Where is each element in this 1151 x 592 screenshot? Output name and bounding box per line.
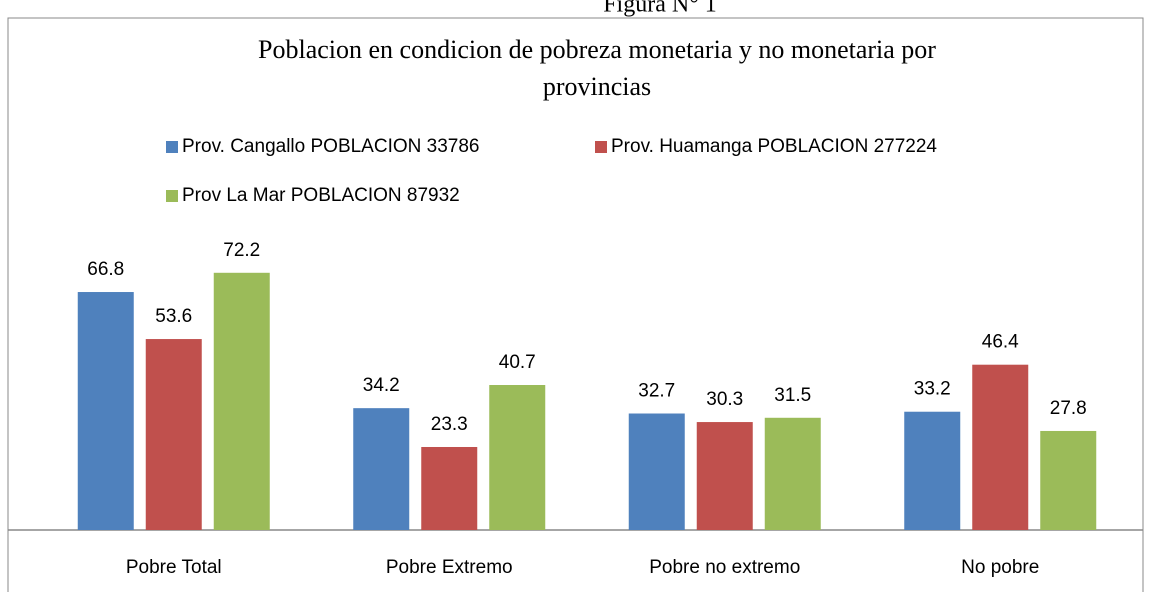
- bar: [489, 385, 546, 530]
- bar: [77, 292, 134, 530]
- data-label: 72.2: [223, 240, 260, 261]
- bar: [421, 446, 478, 530]
- data-label: 40.7: [499, 352, 536, 373]
- bar: [1040, 430, 1097, 530]
- bar: [353, 408, 410, 530]
- bar: [904, 411, 961, 530]
- x-tick-label: Pobre Total: [126, 557, 222, 578]
- x-tick-label: Pobre no extremo: [649, 557, 800, 578]
- legend-swatch: [166, 141, 178, 153]
- x-tick-label: Pobre Extremo: [386, 557, 513, 578]
- data-label: 33.2: [914, 379, 951, 400]
- legend-label: Prov. Cangallo POBLACION 33786: [182, 136, 479, 157]
- data-label: 23.3: [431, 414, 468, 435]
- chart-title: provincias: [543, 72, 651, 101]
- legend-swatch: [595, 141, 607, 153]
- caption: Figura N° 1: [603, 0, 717, 18]
- legend-label: Prov. Huamanga POBLACION 277224: [611, 136, 937, 157]
- data-label: 53.6: [155, 306, 192, 327]
- bar: [972, 364, 1029, 530]
- legend-label: Prov La Mar POBLACION 87932: [182, 185, 460, 206]
- bar: [628, 413, 685, 530]
- data-label: 31.5: [774, 385, 811, 406]
- data-label: 27.8: [1050, 398, 1087, 419]
- bar: [145, 339, 202, 530]
- chart-title: Poblacion en condicion de pobreza moneta…: [258, 35, 936, 64]
- data-label: 46.4: [982, 332, 1019, 353]
- data-label: 32.7: [638, 381, 675, 402]
- x-tick-label: No pobre: [961, 557, 1039, 578]
- bar: [764, 417, 821, 530]
- bar: [213, 272, 270, 530]
- legend-swatch: [166, 190, 178, 202]
- data-label: 34.2: [363, 375, 400, 396]
- data-label: 66.8: [87, 259, 124, 280]
- bar: [696, 422, 753, 530]
- data-label: 30.3: [706, 389, 743, 410]
